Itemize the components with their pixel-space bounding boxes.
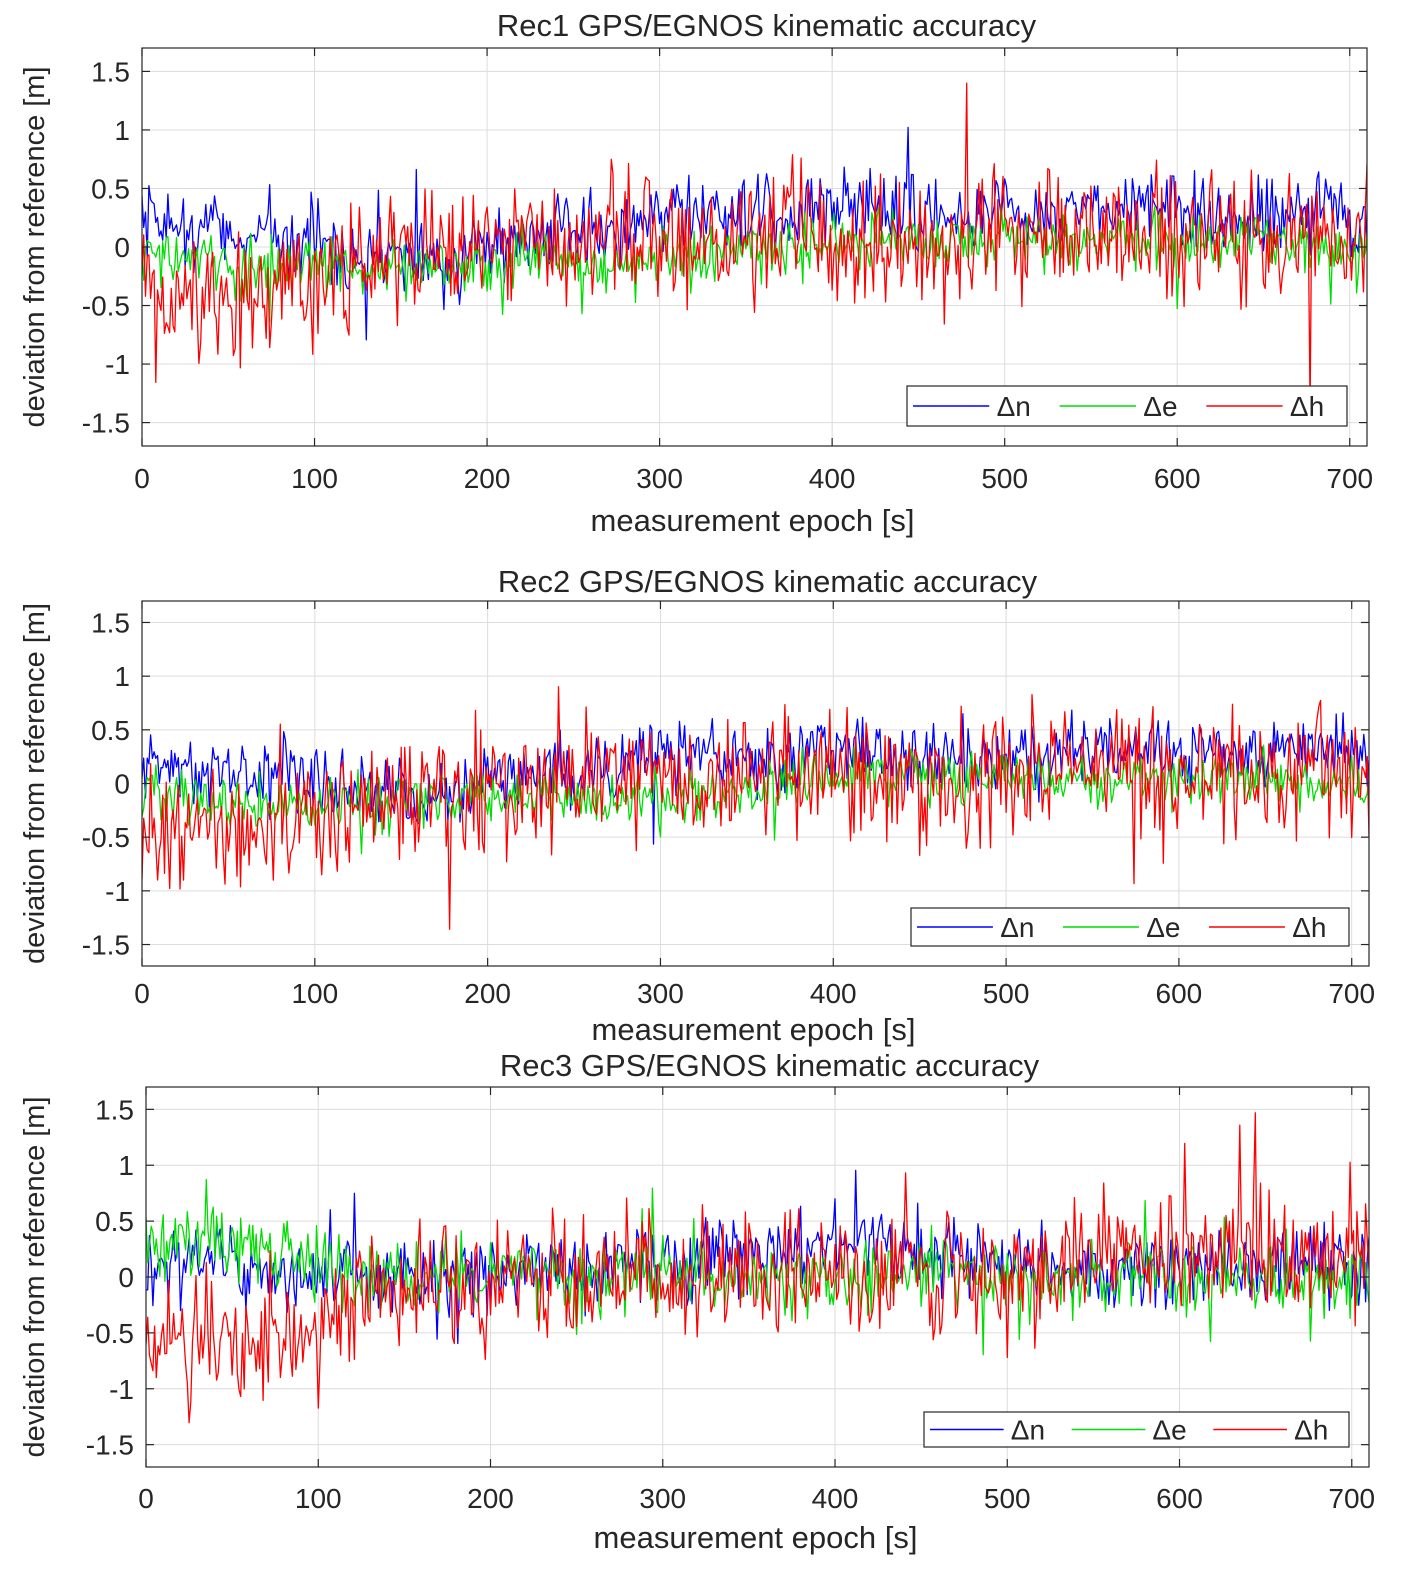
x-tick-label: 400 [810, 978, 857, 1009]
y-tick-label: 0.5 [91, 173, 130, 204]
y-tick-label: -1 [109, 1374, 134, 1405]
y-tick-label: 1.5 [91, 607, 130, 638]
y-tick-label: -0.5 [82, 291, 130, 322]
chart-panel-1: 0 100 200 300 400 500 600 700 1.5 1 0.5 0 -0.5 -1 -1.5… [19, 8, 1373, 538]
legend-label: Δh [1294, 1415, 1328, 1446]
chart-title: Rec2 GPS/EGNOS kinematic accuracy [498, 564, 1038, 599]
legend: Δn Δe Δh [923, 1411, 1350, 1448]
y-tick-label: -0.5 [86, 1318, 134, 1349]
x-tick-label: 0 [138, 1483, 154, 1514]
grid [141, 48, 1367, 446]
x-tick-label: 600 [1156, 978, 1203, 1009]
x-tick-label: 500 [981, 463, 1028, 494]
legend-label: Δn [1000, 912, 1034, 943]
x-tick-label: 200 [464, 463, 511, 494]
y-axis-label: deviation from reference [m] [19, 1096, 51, 1457]
chart-panel-3: 0 100 200 300 400 500 600 700 1.5 1 0.5 0 -0.5 -1 -1.5… [19, 1048, 1375, 1555]
y-tick-label: 0 [114, 769, 130, 800]
x-tick-label: 700 [1326, 463, 1373, 494]
legend: Δn Δe Δh [906, 385, 1348, 427]
series-line-dh [146, 1112, 1369, 1424]
x-tick-label: 300 [636, 463, 683, 494]
legend-label: Δe [1152, 1415, 1186, 1446]
y-tick-label: 1 [114, 115, 130, 146]
y-tick-label: -1.5 [82, 408, 130, 439]
y-tick-label: 0.5 [91, 715, 130, 746]
x-tick-label: 700 [1328, 978, 1375, 1009]
x-tick-label: 400 [812, 1483, 859, 1514]
legend-label: Δe [1146, 912, 1180, 943]
x-tick-label: 300 [637, 978, 684, 1009]
y-tick-label: -1 [105, 876, 130, 907]
x-axis-label: measurement epoch [s] [592, 1012, 916, 1047]
legend-label: Δe [1143, 391, 1177, 422]
x-tick-label: 500 [984, 1483, 1031, 1514]
x-tick-label: 0 [134, 463, 150, 494]
y-tick-label: -1.5 [86, 1430, 134, 1461]
x-tick-label: 200 [464, 978, 511, 1009]
chart-title: Rec1 GPS/EGNOS kinematic accuracy [497, 8, 1037, 43]
y-tick-label: 0 [114, 232, 130, 263]
x-tick-label: 0 [134, 978, 150, 1009]
series-line-dh [142, 82, 1367, 410]
y-tick-label: 0 [118, 1262, 134, 1293]
x-tick-label: 700 [1328, 1483, 1375, 1514]
x-tick-label: 400 [809, 463, 856, 494]
y-tick-label: 1.5 [95, 1094, 134, 1125]
legend-label: Δh [1290, 391, 1324, 422]
y-tick-label: 1.5 [91, 56, 130, 87]
x-axis-label: measurement epoch [s] [594, 1520, 918, 1555]
x-axis-label: measurement epoch [s] [591, 503, 915, 538]
y-axis-label: deviation from reference [m] [19, 603, 51, 964]
y-tick-label: 1 [114, 661, 130, 692]
x-tick-label: 200 [467, 1483, 514, 1514]
y-tick-label: -0.5 [82, 822, 130, 853]
y-tick-label: -1.5 [82, 930, 130, 961]
y-tick-label: -1 [105, 349, 130, 380]
chart-title: Rec3 GPS/EGNOS kinematic accuracy [500, 1048, 1040, 1083]
legend: Δn Δe Δh [910, 907, 1350, 947]
series-line-dn [142, 709, 1369, 845]
x-tick-label: 500 [983, 978, 1030, 1009]
legend-label: Δn [997, 391, 1031, 422]
y-tick-label: 1 [118, 1150, 134, 1181]
x-tick-label: 100 [291, 463, 338, 494]
x-tick-label: 100 [291, 978, 338, 1009]
y-tick-label: 0.5 [95, 1206, 134, 1237]
y-axis-label: deviation from reference [m] [19, 66, 51, 427]
x-tick-label: 600 [1154, 463, 1201, 494]
legend-label: Δn [1011, 1415, 1045, 1446]
series-line-dh [142, 686, 1369, 930]
x-tick-label: 300 [639, 1483, 686, 1514]
chart-panel-2: 0 100 200 300 400 500 600 700 1.5 1 0.5 0 -0.5 -1 -1.5… [19, 564, 1375, 1047]
x-tick-label: 600 [1156, 1483, 1203, 1514]
legend-label: Δh [1292, 912, 1326, 943]
x-tick-label: 100 [295, 1483, 342, 1514]
